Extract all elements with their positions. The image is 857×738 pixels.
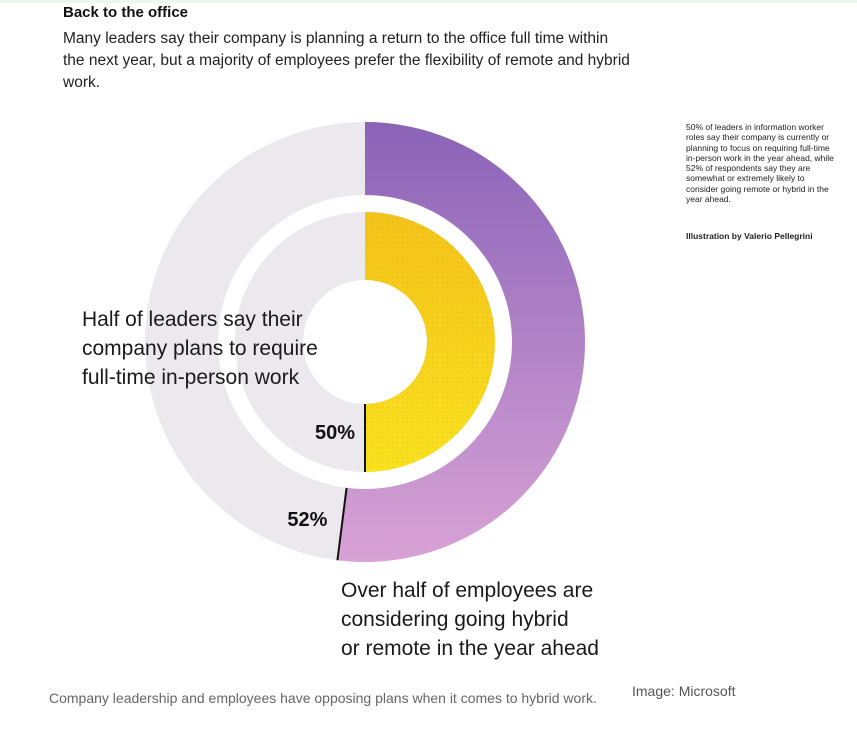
illustration-credit: Illustration by Valerio Pellegrini <box>686 231 813 241</box>
inner-ring-texture <box>365 212 495 472</box>
article-subtitle: Many leaders say their company is planni… <box>63 30 630 91</box>
top-border <box>0 0 857 3</box>
outer-ring-arc <box>337 122 585 562</box>
employees-annotation: Over half of employees are considering g… <box>341 579 599 660</box>
outer-ring-end-tick <box>336 487 348 561</box>
outer-ring-value-label: 52% <box>287 509 327 531</box>
side-note: 50% of leaders in information worker rol… <box>686 122 834 205</box>
article-title: Back to the office <box>63 4 189 21</box>
image-caption: Company leadership and employees have op… <box>49 690 597 706</box>
leaders-annotation: Half of leaders say their company plans … <box>82 308 318 389</box>
image-source: Image: Microsoft <box>632 683 736 699</box>
inner-ring-value-label: 50% <box>315 422 355 444</box>
